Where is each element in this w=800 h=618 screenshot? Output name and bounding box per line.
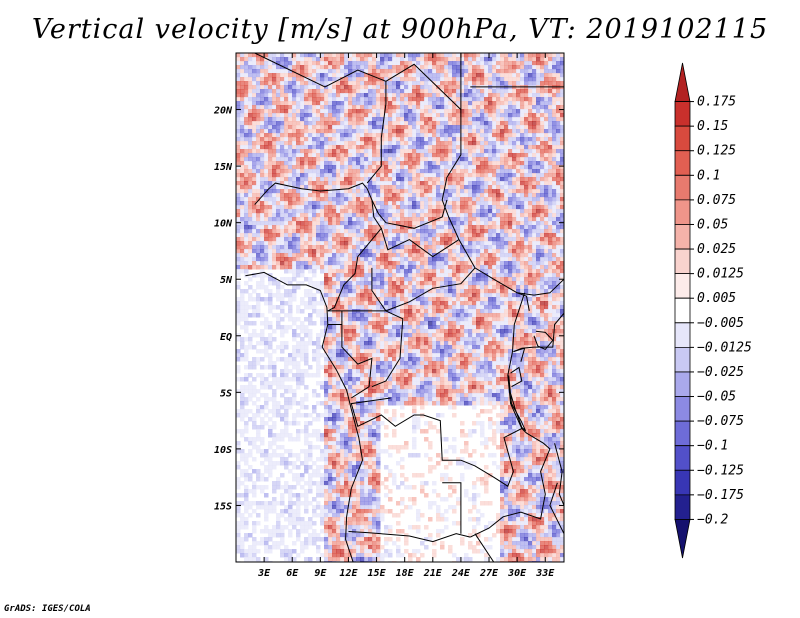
x-tick-label: 12E [339, 568, 358, 579]
border-line-6 [254, 182, 368, 205]
y-tick-label: EQ [220, 332, 232, 343]
border-line-26 [508, 375, 527, 432]
map-field [236, 53, 564, 562]
border-line-22 [513, 312, 564, 353]
colorbar-label: −0.005 [697, 316, 744, 331]
map-frame [235, 52, 565, 563]
colorbar-swatch [674, 101, 691, 127]
border-line-10 [371, 267, 476, 312]
colorbar-label: 0.0125 [697, 267, 744, 282]
border-line-1 [254, 53, 387, 184]
colorbar-label: 0.1 [697, 168, 720, 183]
colorbar-label: 0.075 [697, 193, 736, 208]
border-line-24 [510, 366, 523, 388]
border-line-18 [442, 482, 462, 534]
border-line-28 [549, 482, 564, 534]
colorbar-swatch [674, 322, 691, 348]
colorbar-label: −0.025 [697, 365, 744, 380]
x-tick-label: 18E [396, 568, 415, 579]
colorbar-swatch [674, 273, 691, 299]
chart-title: Vertical velocity [m/s] at 900hPa, VT: 2… [31, 14, 769, 45]
x-tick-label: 30E [507, 568, 527, 579]
border-line-23 [513, 347, 526, 362]
colorbar-swatch [674, 150, 691, 176]
colorbar-label: −0.175 [697, 488, 744, 503]
y-tick-label: 10S [214, 445, 232, 456]
y-tick-label: 5S [220, 388, 232, 399]
y-tick-label: 20N [213, 106, 233, 117]
colorbar-swatch [674, 519, 691, 559]
border-line-7 [327, 188, 382, 312]
y-tick-label: 15S [214, 501, 232, 512]
grads-credit: GrADS: IGES/COLA [4, 604, 91, 614]
border-line-9 [380, 228, 460, 258]
border-line-13 [341, 324, 373, 399]
colorbar-label: −0.0125 [697, 340, 752, 355]
border-line-20 [474, 533, 496, 562]
border-line-25 [533, 330, 554, 351]
y-tick-label: 5N [220, 275, 233, 286]
border-line-21 [517, 278, 564, 296]
y-axis: 20N 15N 10N 5N EQ 5S 10S 15S [213, 106, 564, 512]
colorbar-swatch [674, 371, 691, 397]
colorbar-swatch [674, 248, 691, 275]
colorbar-swatch [674, 469, 691, 496]
colorbar-label: 0.125 [697, 144, 736, 159]
colorbar-swatch [674, 125, 691, 152]
x-tick-label: 27E [479, 568, 499, 579]
colorbar-swatch [674, 174, 691, 201]
x-axis: 3E 6E 9E 12E 15E 18E 21E 24E 27E 30E 33E [257, 53, 555, 579]
x-tick-label: 33E [535, 568, 555, 579]
border-line-19 [470, 428, 551, 538]
colorbar-swatch [674, 396, 691, 422]
border-line-16 [460, 292, 526, 487]
border-line-8 [371, 199, 448, 229]
colorbar-label: 0.05 [697, 217, 728, 232]
colorbar-label: −0.2 [697, 512, 728, 527]
x-tick-label: 9E [314, 568, 327, 579]
x-tick-label: 15E [368, 568, 387, 579]
colorbar-swatch [674, 420, 691, 447]
colorbar: 0.175 0.15 0.125 0.1 0.075 0.05 0.025 0.0125 0.0… [674, 62, 752, 559]
colorbar-swatch [674, 445, 691, 471]
colorbar-swatch [674, 62, 691, 102]
colorbar-swatch [674, 297, 691, 324]
x-tick-label: 6E [286, 568, 299, 579]
colorbar-swatch [674, 199, 691, 225]
colorbar-label: 0.15 [697, 119, 728, 134]
colorbar-swatch [674, 224, 691, 250]
colorbar-label: −0.1 [697, 439, 728, 454]
y-tick-label: 15N [214, 162, 233, 173]
border-line-17 [348, 531, 471, 543]
x-tick-label: 21E [423, 568, 443, 579]
colorbar-label: −0.05 [697, 390, 736, 405]
colorbar-label: −0.125 [697, 463, 744, 478]
colorbar-label: 0.025 [697, 242, 736, 257]
colorbar-swatch [674, 346, 691, 373]
x-tick-label: 3E [257, 568, 271, 579]
colorbar-label: −0.075 [697, 414, 744, 429]
x-tick-label: 24E [451, 568, 471, 579]
y-tick-label: 10N [214, 219, 233, 230]
colorbar-swatch [674, 494, 691, 520]
country-borders [245, 53, 564, 562]
border-line-27 [554, 443, 564, 506]
border-line-15 [350, 397, 461, 461]
border-line-0 [245, 271, 364, 562]
border-line-14 [371, 310, 404, 388]
colorbar-label: 0.175 [697, 95, 736, 110]
colorbar-label: 0.005 [697, 291, 736, 306]
